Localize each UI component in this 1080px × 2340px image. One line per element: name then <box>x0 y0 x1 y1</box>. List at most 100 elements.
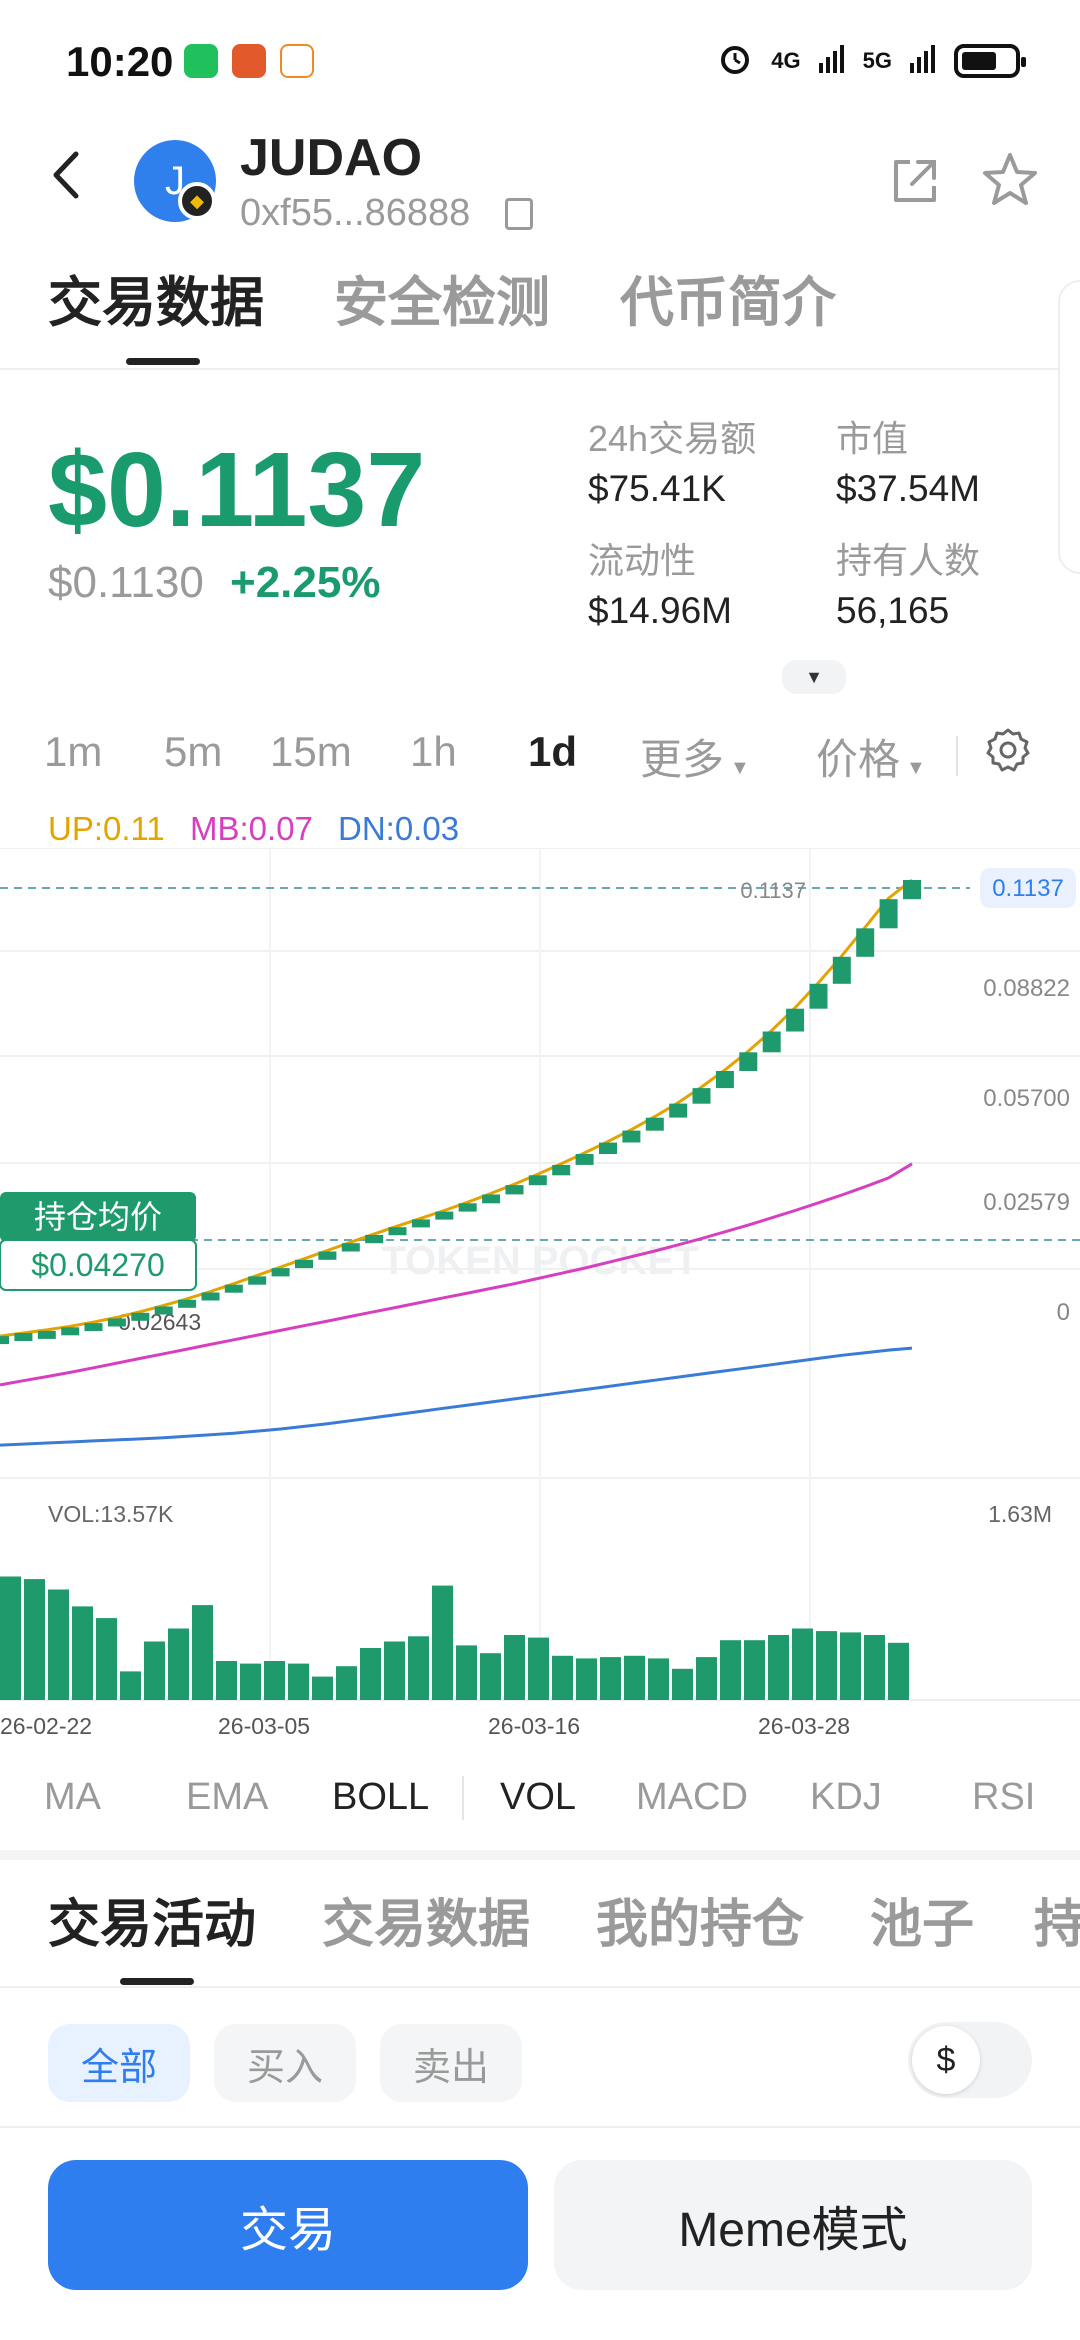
star-icon <box>983 153 1037 205</box>
volume-bar <box>696 1657 717 1700</box>
status-right: 4G 5G <box>717 40 1026 82</box>
share-icon <box>894 160 936 202</box>
volume-bar <box>72 1606 93 1700</box>
indicator-separator <box>462 1776 464 1820</box>
trade-button[interactable]: 交易 <box>48 2160 528 2290</box>
avg-cost-title: 持仓均价 <box>34 1199 162 1235</box>
price-chart[interactable]: TOKEN POCKET 0.08822 0.05700 0.02579 0 0.1137… <box>0 848 1080 1748</box>
volume-bar <box>456 1645 477 1700</box>
chart-settings-button[interactable] <box>984 726 1032 779</box>
interval-15m[interactable]: 15m <box>270 728 352 775</box>
candle <box>879 899 898 929</box>
tab-holders-partial[interactable]: 持 <box>1034 1896 1080 1954</box>
candle <box>786 1008 805 1032</box>
share-button[interactable] <box>888 154 942 213</box>
candle <box>505 1185 524 1195</box>
candle <box>201 1292 220 1301</box>
stat-holders-value: 56,165 <box>836 590 950 631</box>
indicator-tab-ma[interactable]: MA <box>44 1776 101 1818</box>
volume-bar <box>120 1671 141 1700</box>
favorite-button[interactable] <box>980 150 1040 215</box>
copy-icon[interactable] <box>505 198 533 230</box>
candle <box>575 1154 594 1165</box>
indicator-tab-vol[interactable]: VOL <box>500 1776 577 1818</box>
tab-security-check[interactable]: 安全检测 <box>334 273 550 333</box>
tab-trade-activity[interactable]: 交易活动 <box>48 1896 257 1954</box>
candle <box>295 1259 313 1269</box>
interval-1d[interactable]: 1d <box>528 728 578 775</box>
candle <box>762 1031 781 1053</box>
candle <box>0 1336 9 1345</box>
stat-volume-value: $75.41K <box>588 468 726 509</box>
previous-price: $0.1130 <box>48 558 204 607</box>
boll-dn-line <box>0 1346 913 1447</box>
interval-separator <box>956 736 958 776</box>
candle <box>84 1323 103 1332</box>
more-dropdown[interactable]: 更多 ▼ <box>640 726 750 787</box>
volume-bar <box>312 1676 333 1700</box>
volume-bar <box>816 1631 837 1700</box>
price-change: +2.25% <box>230 558 381 607</box>
candle <box>341 1243 360 1252</box>
volume-bar <box>216 1661 237 1700</box>
volume-bar <box>336 1666 357 1700</box>
indicator-tab-macd[interactable]: MACD <box>636 1776 748 1818</box>
indicator-tab-kdj[interactable]: KDJ <box>810 1776 882 1818</box>
stat-holders-label: 持有人数 <box>836 540 981 581</box>
indicator-tab-rsi[interactable]: RSI <box>972 1776 1036 1818</box>
current-price-tag-bg <box>980 868 1076 908</box>
filter-buy[interactable]: 买入 <box>214 2024 356 2102</box>
candle <box>458 1203 477 1212</box>
boll-dn-value: DN:0.03 <box>338 810 460 847</box>
price-type-dropdown[interactable]: 价格 ▼ <box>816 726 926 787</box>
indicator-tab-boll[interactable]: BOLL <box>332 1776 430 1818</box>
filter-all[interactable]: 全部 <box>48 2024 190 2102</box>
volume-bar <box>264 1661 285 1700</box>
divider <box>0 2126 1080 2128</box>
volume-bar <box>768 1635 789 1700</box>
candle <box>599 1142 617 1154</box>
volume-bar <box>888 1642 909 1700</box>
candle <box>715 1071 734 1089</box>
volume-bar <box>864 1635 885 1700</box>
volume-bar <box>672 1668 693 1700</box>
volume-bar <box>552 1655 573 1700</box>
tab-my-holdings[interactable]: 我的持仓 <box>596 1896 805 1954</box>
candle <box>365 1234 384 1244</box>
tab-trade-data[interactable]: 交易数据 <box>48 273 264 333</box>
volume-bar <box>144 1641 165 1700</box>
tab-trade-data-2[interactable]: 交易数据 <box>322 1896 531 1954</box>
back-arrow-icon <box>53 151 79 199</box>
candle <box>224 1284 243 1293</box>
candle <box>692 1088 711 1104</box>
volume-bar <box>744 1640 765 1700</box>
candle <box>435 1211 454 1220</box>
token-address: 0xf55...86888 <box>240 192 471 234</box>
meme-mode-button[interactable]: Meme模式 <box>554 2160 1032 2290</box>
tab-pool[interactable]: 池子 <box>870 1896 975 1954</box>
interval-1m[interactable]: 1m <box>44 728 103 775</box>
alarm-icon <box>717 40 753 82</box>
y-axis-label: 0.02579 <box>983 1189 1070 1216</box>
caret-down-icon: ▼ <box>906 757 926 779</box>
signal-icon-2 <box>910 43 936 79</box>
signal-icon <box>818 43 845 79</box>
interval-5m[interactable]: 5m <box>164 728 223 775</box>
stat-liquidity-value: $14.96M <box>588 590 732 631</box>
x-axis-label: 26-03-28 <box>758 1713 850 1739</box>
boll-mb-value: MB:0.07 <box>190 810 313 847</box>
divider <box>0 368 1080 370</box>
filter-sell[interactable]: 卖出 <box>380 2024 522 2102</box>
tab-token-intro[interactable]: 代币简介 <box>620 273 836 333</box>
interval-1h[interactable]: 1h <box>410 728 457 775</box>
stat-marketcap-value: $37.54M <box>836 468 980 509</box>
expand-stats-button[interactable]: ▼ <box>782 660 846 694</box>
back-button[interactable] <box>48 148 84 216</box>
volume-bar <box>432 1585 453 1700</box>
boll-up-line <box>0 878 913 1338</box>
volume-bar <box>0 1576 21 1700</box>
volume-bar <box>600 1657 621 1700</box>
volume-bar <box>192 1605 213 1700</box>
indicator-tab-ema[interactable]: EMA <box>186 1776 269 1818</box>
avg-cost-title-bg <box>0 1192 196 1242</box>
